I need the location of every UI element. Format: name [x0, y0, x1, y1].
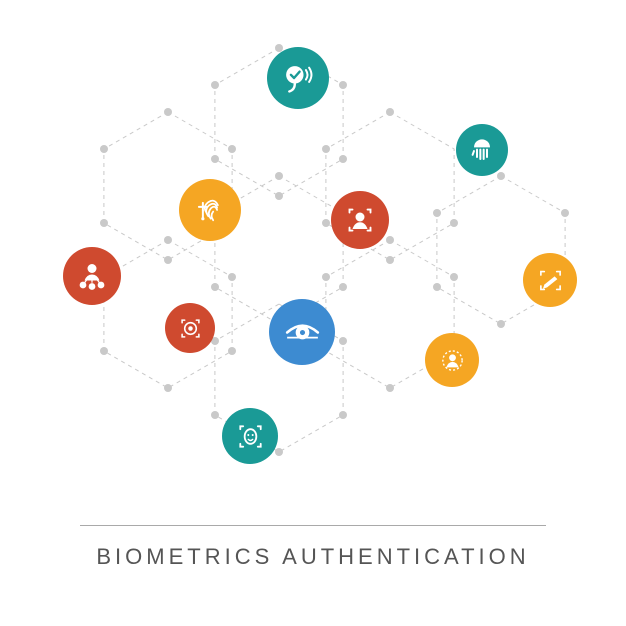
grid-node-small: [100, 145, 108, 153]
grid-node-small: [561, 209, 569, 217]
grid-node-small: [100, 347, 108, 355]
retina-scan-icon: [165, 303, 215, 353]
grid-node-small: [386, 384, 394, 392]
page-title: BIOMETRICS AUTHENTICATION: [40, 544, 586, 570]
grid-node-small: [164, 384, 172, 392]
title-block: BIOMETRICS AUTHENTICATION: [0, 525, 626, 570]
grid-node-small: [339, 337, 347, 345]
grid-node-small: [228, 347, 236, 355]
grid-node-small: [450, 219, 458, 227]
grid-node-small: [322, 145, 330, 153]
grid-node-small: [339, 283, 347, 291]
fingerprint-icon: [179, 179, 241, 241]
grid-node-small: [164, 236, 172, 244]
facial-recognition-icon: [331, 191, 389, 249]
voice-recognition-icon: [267, 47, 329, 109]
grid-node-small: [386, 236, 394, 244]
grid-node-small: [386, 108, 394, 116]
grid-node-small: [339, 81, 347, 89]
grid-node-small: [275, 192, 283, 200]
grid-node-small: [211, 81, 219, 89]
grid-node-small: [275, 172, 283, 180]
grid-node-small: [100, 219, 108, 227]
grid-node-small: [339, 411, 347, 419]
palm-scan-icon: [456, 124, 508, 176]
grid-node-small: [433, 209, 441, 217]
infographic-stage: [40, 40, 586, 490]
grid-node-small: [275, 448, 283, 456]
grid-node-small: [211, 155, 219, 163]
title-rule: [80, 525, 546, 526]
grid-node-small: [386, 256, 394, 264]
iris-scan-icon: [269, 299, 335, 365]
grid-node-small: [228, 145, 236, 153]
grid-node-small: [322, 273, 330, 281]
grid-node-small: [211, 283, 219, 291]
profile-scan-icon: [425, 333, 479, 387]
grid-node-small: [497, 320, 505, 328]
grid-node-small: [228, 273, 236, 281]
grid-node-small: [322, 219, 330, 227]
grid-node-small: [433, 283, 441, 291]
grid-node-small: [450, 273, 458, 281]
grid-node-small: [164, 108, 172, 116]
grid-node-small: [164, 256, 172, 264]
identity-icon: [63, 247, 121, 305]
face-detection-icon: [222, 408, 278, 464]
grid-node-small: [497, 172, 505, 180]
grid-node-small: [211, 411, 219, 419]
signature-icon: [523, 253, 577, 307]
grid-node-small: [339, 155, 347, 163]
